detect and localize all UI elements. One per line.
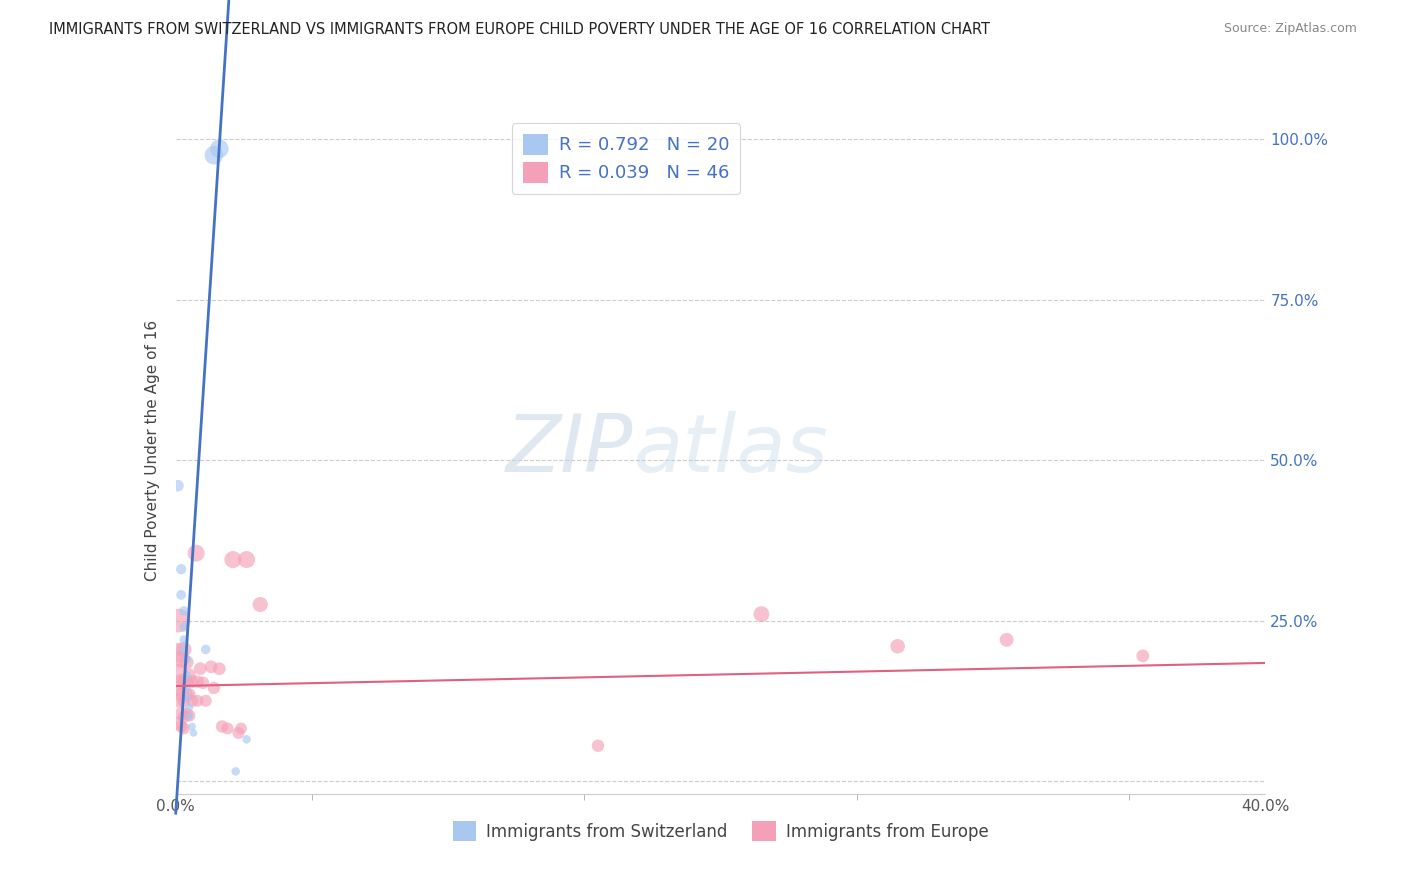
Point bbox=[167, 646, 190, 660]
Point bbox=[249, 598, 271, 612]
Point bbox=[170, 588, 193, 602]
Point bbox=[167, 716, 190, 731]
Point bbox=[173, 694, 195, 708]
Point bbox=[222, 552, 245, 566]
Point bbox=[211, 719, 233, 733]
Point bbox=[200, 660, 222, 674]
Point bbox=[208, 662, 231, 676]
Point bbox=[173, 620, 195, 634]
Point bbox=[173, 722, 195, 736]
Point bbox=[228, 726, 250, 740]
Point bbox=[173, 642, 195, 657]
Point bbox=[176, 690, 198, 705]
Point bbox=[167, 614, 190, 628]
Point bbox=[225, 764, 247, 779]
Point bbox=[183, 726, 205, 740]
Point bbox=[202, 681, 225, 695]
Point bbox=[170, 562, 193, 576]
Point bbox=[194, 694, 217, 708]
Point bbox=[170, 687, 193, 701]
Point bbox=[179, 710, 201, 724]
Point bbox=[179, 708, 201, 723]
Point bbox=[181, 719, 204, 733]
Point bbox=[167, 681, 190, 695]
Point bbox=[167, 479, 190, 493]
Point bbox=[176, 687, 198, 701]
Point bbox=[170, 652, 193, 666]
Point bbox=[173, 642, 195, 657]
Point bbox=[176, 652, 198, 666]
Point bbox=[208, 142, 231, 156]
Point bbox=[235, 732, 257, 747]
Point bbox=[886, 639, 908, 653]
Point bbox=[179, 700, 201, 714]
Point bbox=[188, 662, 211, 676]
Point bbox=[179, 668, 201, 682]
Point bbox=[176, 655, 198, 669]
Point bbox=[167, 665, 190, 679]
Point bbox=[173, 674, 195, 689]
Point bbox=[194, 642, 217, 657]
Text: Source: ZipAtlas.com: Source: ZipAtlas.com bbox=[1223, 22, 1357, 36]
Point bbox=[176, 681, 198, 695]
Point bbox=[170, 706, 193, 721]
Point bbox=[1132, 648, 1154, 663]
Point bbox=[186, 694, 209, 708]
Text: atlas: atlas bbox=[633, 411, 828, 490]
Point bbox=[173, 604, 195, 618]
Point bbox=[176, 706, 198, 721]
Point bbox=[167, 694, 190, 708]
Legend: Immigrants from Switzerland, Immigrants from Europe: Immigrants from Switzerland, Immigrants … bbox=[446, 814, 995, 847]
Point bbox=[202, 148, 225, 162]
Point bbox=[231, 722, 253, 736]
Point bbox=[751, 607, 773, 622]
Text: ZIP: ZIP bbox=[506, 411, 633, 490]
Point bbox=[191, 676, 214, 690]
Point bbox=[170, 674, 193, 689]
Point bbox=[186, 674, 209, 689]
Point bbox=[181, 694, 204, 708]
Point bbox=[217, 722, 239, 736]
Text: IMMIGRANTS FROM SWITZERLAND VS IMMIGRANTS FROM EUROPE CHILD POVERTY UNDER THE AG: IMMIGRANTS FROM SWITZERLAND VS IMMIGRANT… bbox=[49, 22, 990, 37]
Point bbox=[176, 674, 198, 689]
Point bbox=[176, 668, 198, 682]
Point bbox=[235, 552, 257, 566]
Point bbox=[179, 687, 201, 701]
Point bbox=[170, 719, 193, 733]
Point bbox=[186, 546, 208, 560]
Point bbox=[173, 710, 195, 724]
Point bbox=[173, 632, 195, 647]
Point bbox=[586, 739, 609, 753]
Point bbox=[995, 632, 1018, 647]
Point bbox=[181, 674, 204, 689]
Y-axis label: Child Poverty Under the Age of 16: Child Poverty Under the Age of 16 bbox=[145, 320, 160, 581]
